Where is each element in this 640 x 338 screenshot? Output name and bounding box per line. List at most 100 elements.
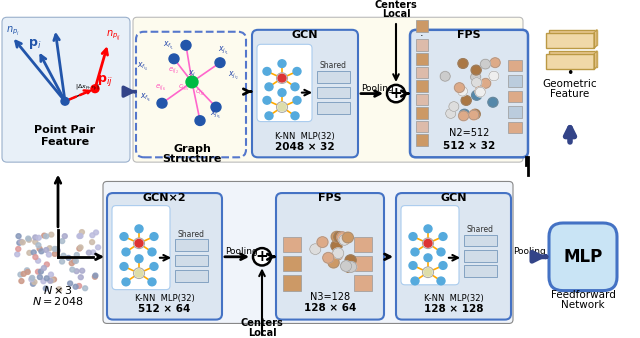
Bar	[175, 270, 208, 282]
Bar	[416, 107, 428, 119]
Circle shape	[47, 246, 52, 250]
Text: $x_i$: $x_i$	[188, 68, 196, 79]
Circle shape	[278, 89, 286, 96]
Circle shape	[291, 112, 299, 120]
Circle shape	[74, 252, 79, 257]
FancyBboxPatch shape	[107, 193, 222, 320]
Circle shape	[409, 262, 417, 269]
Bar	[508, 60, 522, 71]
Circle shape	[73, 284, 78, 289]
Circle shape	[150, 263, 158, 270]
Circle shape	[409, 233, 417, 240]
Circle shape	[46, 252, 51, 257]
Circle shape	[340, 261, 351, 271]
Circle shape	[39, 249, 44, 254]
Bar	[549, 51, 597, 67]
Text: Point Pair: Point Pair	[35, 125, 95, 135]
Circle shape	[44, 286, 48, 291]
Circle shape	[150, 233, 158, 240]
Circle shape	[70, 267, 75, 272]
Circle shape	[69, 261, 74, 266]
Circle shape	[19, 239, 24, 244]
Bar	[354, 275, 372, 291]
Bar	[464, 265, 497, 277]
Text: Pooling: Pooling	[361, 84, 394, 93]
Bar	[508, 106, 522, 118]
Circle shape	[472, 91, 482, 100]
Circle shape	[77, 284, 81, 288]
Circle shape	[169, 54, 179, 64]
FancyBboxPatch shape	[133, 17, 523, 162]
Circle shape	[16, 246, 20, 251]
Circle shape	[44, 234, 49, 239]
Circle shape	[33, 255, 38, 260]
Circle shape	[49, 272, 54, 277]
Circle shape	[424, 239, 432, 247]
Circle shape	[122, 278, 130, 286]
Text: $n_{p_i}$: $n_{p_i}$	[6, 24, 20, 37]
Circle shape	[18, 272, 23, 277]
Circle shape	[439, 233, 447, 240]
Circle shape	[54, 247, 59, 251]
Text: GCN×2: GCN×2	[143, 193, 186, 203]
Bar	[549, 30, 597, 45]
Circle shape	[32, 280, 37, 285]
Text: GCN: GCN	[292, 29, 318, 40]
Text: $c_{ij_2}$: $c_{ij_2}$	[195, 88, 205, 98]
Circle shape	[134, 238, 145, 248]
Circle shape	[470, 109, 480, 119]
Text: $N = 2048$: $N = 2048$	[32, 295, 84, 307]
Bar	[317, 71, 350, 83]
Circle shape	[51, 277, 56, 282]
Circle shape	[278, 60, 286, 68]
Circle shape	[78, 245, 83, 250]
Circle shape	[120, 233, 128, 240]
Circle shape	[157, 98, 167, 108]
Circle shape	[44, 276, 49, 281]
Bar	[416, 134, 428, 146]
Bar	[464, 235, 497, 246]
Circle shape	[86, 250, 92, 255]
Circle shape	[291, 83, 299, 91]
Circle shape	[49, 278, 54, 283]
Circle shape	[95, 245, 100, 250]
Circle shape	[52, 251, 58, 256]
Text: $e_{ij_2}$: $e_{ij_2}$	[168, 65, 179, 76]
FancyBboxPatch shape	[276, 193, 384, 320]
Circle shape	[77, 246, 82, 251]
Circle shape	[135, 239, 143, 247]
Circle shape	[122, 248, 130, 256]
Text: $N \times 3$: $N \times 3$	[43, 285, 73, 296]
Circle shape	[470, 72, 481, 82]
Text: N3=128: N3=128	[310, 292, 350, 302]
FancyBboxPatch shape	[401, 206, 459, 285]
Circle shape	[60, 259, 65, 264]
Circle shape	[422, 238, 433, 248]
Circle shape	[135, 255, 143, 263]
Circle shape	[458, 87, 467, 96]
Circle shape	[460, 109, 469, 119]
Circle shape	[44, 247, 49, 252]
Circle shape	[26, 236, 31, 241]
Circle shape	[24, 268, 29, 273]
FancyBboxPatch shape	[396, 193, 511, 320]
Bar	[416, 67, 428, 78]
Polygon shape	[594, 51, 597, 69]
Text: Network: Network	[561, 300, 605, 310]
FancyBboxPatch shape	[257, 44, 312, 122]
Circle shape	[92, 274, 97, 279]
Circle shape	[253, 248, 271, 265]
Circle shape	[19, 279, 24, 284]
Circle shape	[346, 262, 356, 272]
Circle shape	[278, 103, 286, 111]
Circle shape	[41, 279, 46, 284]
Text: Feature: Feature	[550, 90, 589, 99]
Circle shape	[323, 252, 334, 263]
Circle shape	[293, 96, 301, 104]
FancyBboxPatch shape	[549, 223, 617, 291]
Bar	[508, 91, 522, 102]
Circle shape	[439, 262, 447, 269]
Circle shape	[80, 268, 84, 273]
Circle shape	[424, 225, 432, 233]
Circle shape	[36, 243, 41, 248]
